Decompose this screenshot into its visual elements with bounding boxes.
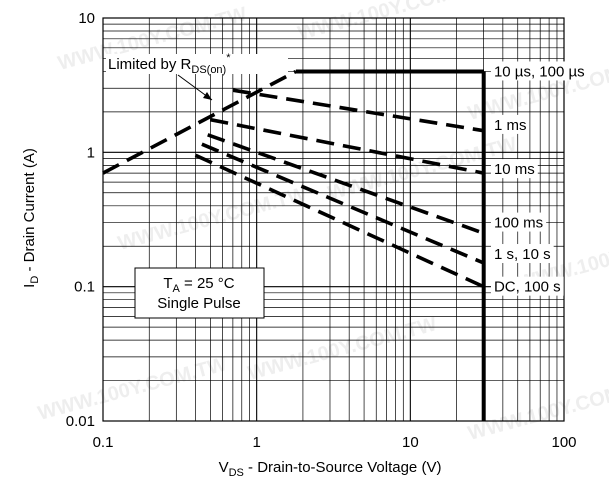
x-tick-label: 10	[402, 434, 419, 451]
curve-label-background	[490, 212, 547, 232]
plot-frame	[102, 17, 565, 422]
series-10-ms	[210, 117, 485, 175]
x-tick-label: 1	[252, 434, 260, 451]
y-tick-label: 0.01	[66, 413, 95, 430]
curve-label-background	[490, 159, 538, 179]
y-axis-title: ID - Drain Current (A)	[21, 148, 41, 288]
conditions-temperature: TA = 25 °C	[163, 275, 234, 295]
series-limited-by-rds-on	[102, 69, 297, 175]
watermark-text: WWW.100Y.COM.TW	[466, 373, 609, 445]
conditions-pulse: Single Pulse	[157, 295, 240, 312]
conditions-box	[134, 267, 265, 319]
curve-label: 1 s, 10 s	[494, 246, 551, 263]
x-tick-label: 100	[551, 434, 576, 451]
curve-label: DC, 100 s	[494, 279, 561, 296]
y-tick-label: 0.1	[74, 279, 95, 296]
series-layer	[102, 69, 486, 421]
watermark-text: WWW.100Y.COM.TW	[36, 353, 230, 425]
series-100-ms	[207, 133, 485, 235]
tick-labels: 0.1 1 10 100 0.01 0.1 1 10	[66, 10, 577, 451]
x-tick-label: 0.1	[93, 434, 114, 451]
watermark-text: WWW.100Y.COM.TW	[296, 0, 490, 45]
curve-label-background	[490, 114, 530, 134]
y-tick-label: 1	[87, 144, 95, 161]
limit-label-background	[106, 54, 288, 74]
series-1-s-10-s	[201, 142, 485, 265]
curve-label: 10 ms	[494, 161, 535, 178]
limit-label: Limited by RDS(on)*	[108, 52, 231, 76]
curve-labels: 10 µs, 100 µs 1 ms 10 ms 100 ms 1 s, 10 s DC,…	[490, 61, 588, 296]
curve-label-background	[490, 244, 554, 264]
watermark-text: WWW.100Y.COM.TW	[326, 133, 520, 205]
curve-label-background	[490, 276, 564, 296]
x-axis-title: VDS - Drain-to-Source Voltage (V)	[219, 459, 442, 479]
curve-label: 100 ms	[494, 215, 543, 232]
y-tick-label: 10	[78, 10, 95, 27]
curve-label: 1 ms	[494, 117, 527, 134]
curve-label: 10 µs, 100 µs	[494, 63, 585, 80]
curve-label-background	[490, 61, 588, 81]
limit-label-arrowhead	[203, 92, 212, 100]
series-1-ms	[232, 88, 484, 133]
